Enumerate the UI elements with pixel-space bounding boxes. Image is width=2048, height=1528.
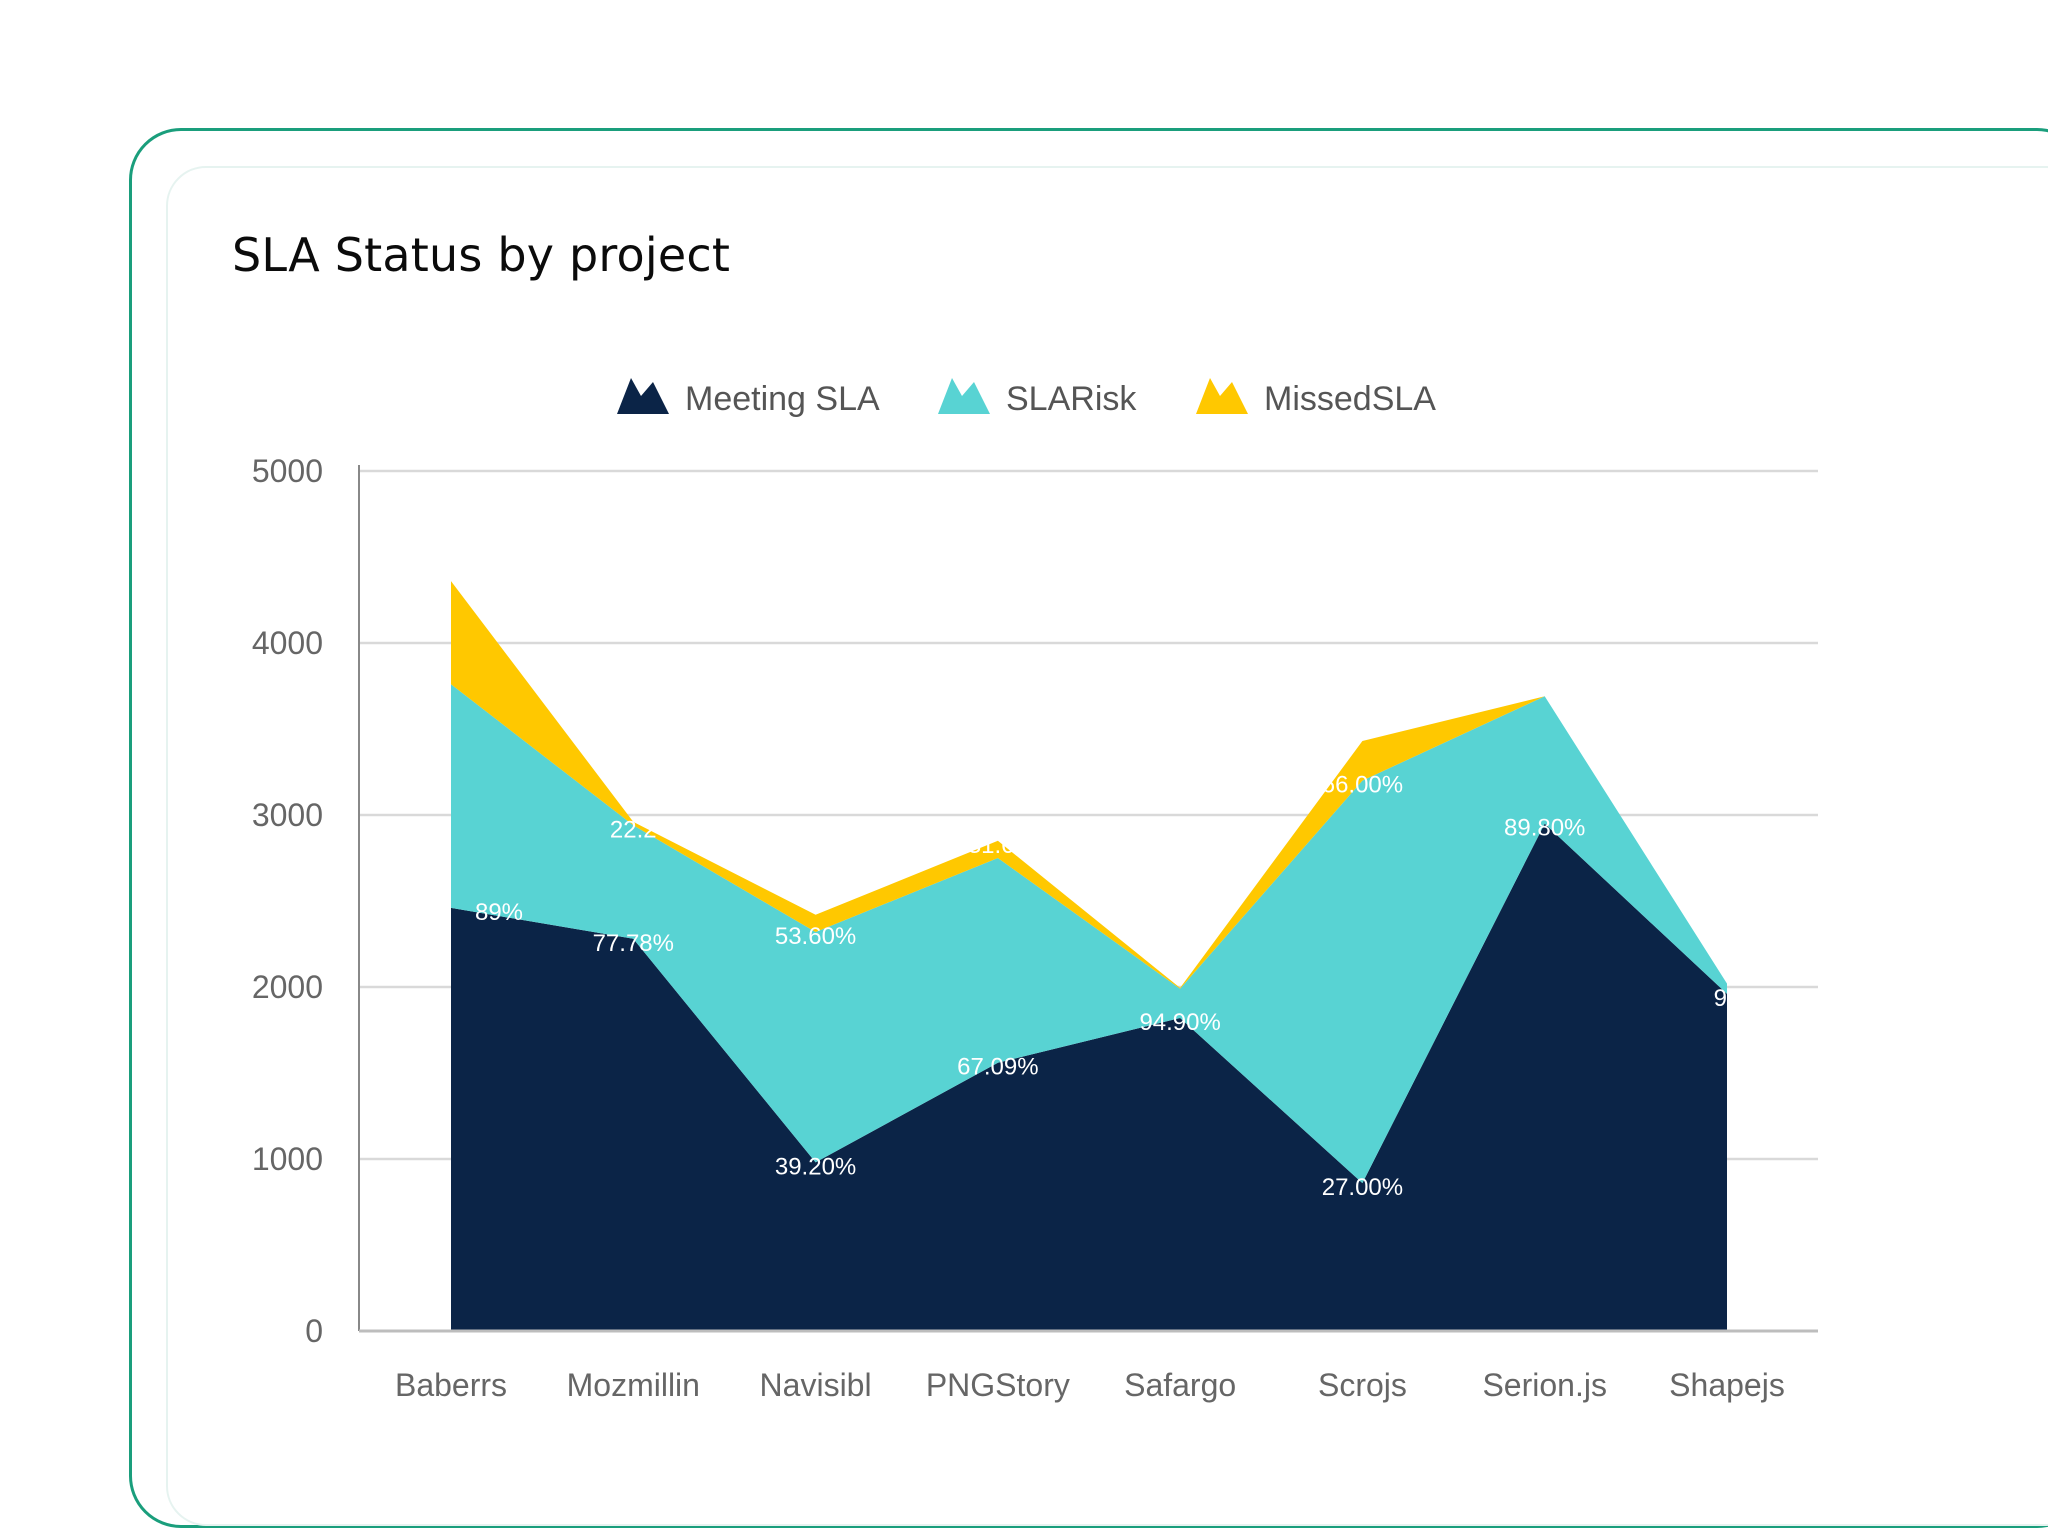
x-tick-label: Scrojs — [1318, 1367, 1407, 1403]
x-tick-label: Navisibl — [760, 1367, 872, 1403]
x-tick-label: Mozmillin — [567, 1367, 700, 1403]
y-tick-label: 4000 — [252, 625, 323, 661]
legend-area-icon — [938, 378, 990, 414]
data-label: 53.60% — [775, 923, 856, 950]
data-label: 67.09% — [957, 1054, 1038, 1081]
y-tick-labels: 0 1000 2000 3000 4000 5000 — [252, 453, 323, 1349]
data-label: 89.80% — [1504, 815, 1585, 842]
data-label: 89% — [475, 899, 523, 926]
y-tick-label: 0 — [305, 1313, 323, 1349]
data-label: 07% — [475, 572, 523, 599]
y-tick-label: 2000 — [252, 969, 323, 1005]
legend-item-slarisk[interactable]: SLARisk — [938, 378, 1137, 418]
card-title: SLA Status by project — [232, 228, 731, 282]
area-layer — [451, 581, 1727, 1331]
data-label: 94.90% — [1139, 1009, 1220, 1036]
y-tick-label: 1000 — [252, 1141, 323, 1177]
area-slarisk — [451, 684, 1727, 1184]
legend-item-missedsla[interactable]: MissedSLA — [1196, 378, 1436, 418]
x-tick-labels: Baberrs Mozmillin Navisibl PNGStory Safargo S… — [395, 1367, 1785, 1403]
x-tick-label: Baberrs — [395, 1367, 507, 1403]
data-label: 31.65 — [968, 832, 1028, 859]
x-tick-label: Safargo — [1124, 1367, 1236, 1403]
data-label: 27.00% — [1322, 1174, 1403, 1201]
data-label: 77.78% — [593, 930, 674, 957]
y-tick-label: 5000 — [252, 453, 323, 489]
area-chart: 0 1000 2000 3000 4000 5000 Baberrs Mozmillin Na… — [252, 378, 1818, 1403]
legend-label: SLARisk — [1006, 380, 1137, 418]
axes — [358, 465, 1818, 1333]
legend-label: MissedSLA — [1264, 380, 1436, 418]
x-tick-label: PNGStory — [926, 1367, 1070, 1403]
legend-label: Meeting SLA — [685, 380, 880, 418]
legend: Meeting SLA SLARisk MissedSLA — [617, 378, 1436, 418]
data-label: 22.2 — [610, 816, 657, 843]
y-tick-label: 3000 — [252, 797, 323, 833]
legend-area-icon — [617, 378, 669, 414]
data-label: 39.20% — [775, 1153, 856, 1180]
legend-item-meeting-sla[interactable]: Meeting SLA — [617, 378, 880, 418]
legend-area-icon — [1196, 378, 1248, 414]
data-label: 66.00% — [1322, 772, 1403, 799]
area-meeting-sla — [451, 823, 1727, 1331]
x-tick-label: Serion.js — [1482, 1367, 1607, 1403]
data-labels: 89% 77.78% 39.20% 67.09% 94.90% 27.00% 89.80% 9… — [475, 572, 1760, 1201]
data-label: 96.8 — [1714, 985, 1761, 1012]
x-tick-label: Shapejs — [1669, 1367, 1785, 1403]
